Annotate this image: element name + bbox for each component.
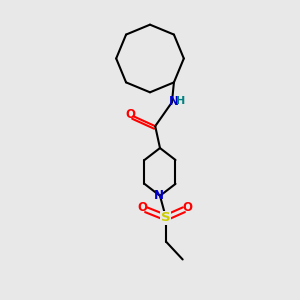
Text: O: O bbox=[125, 108, 135, 121]
Text: N: N bbox=[154, 188, 164, 202]
Text: S: S bbox=[161, 211, 171, 224]
Text: H: H bbox=[176, 97, 185, 106]
Text: N: N bbox=[169, 95, 178, 108]
Text: O: O bbox=[183, 201, 193, 214]
Text: O: O bbox=[137, 201, 147, 214]
